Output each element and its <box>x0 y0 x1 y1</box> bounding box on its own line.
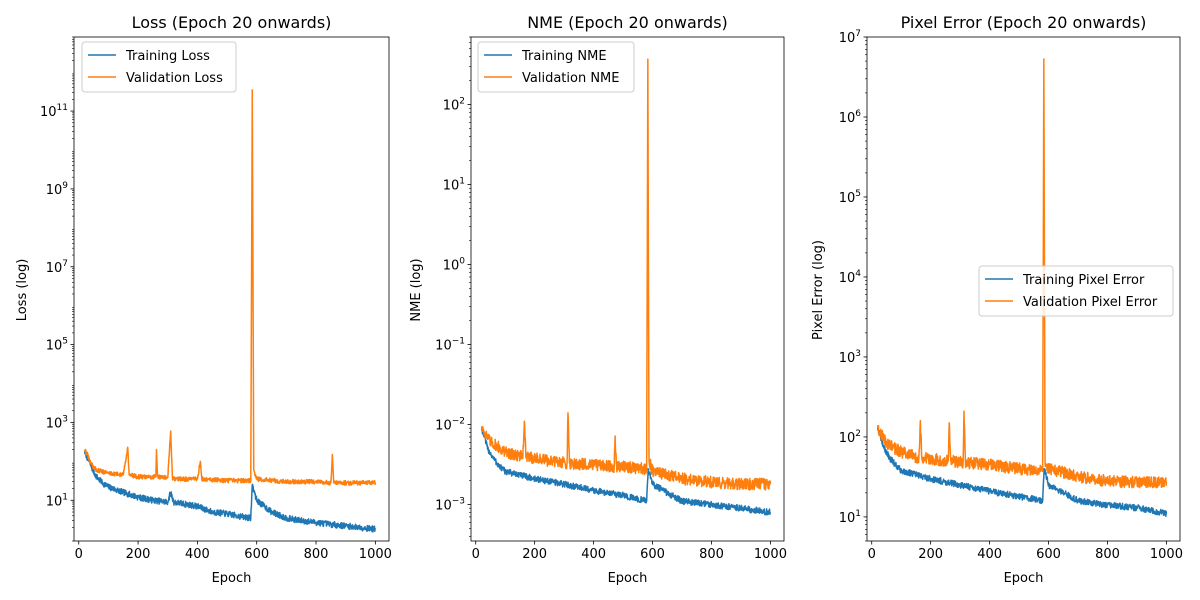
x-tick-label: 800 <box>699 547 724 562</box>
y-tick-label: 105 <box>839 189 861 206</box>
legend-label: Training Pixel Error <box>1022 273 1145 288</box>
y-tick-label: 109 <box>46 181 69 198</box>
x-tick-label: 600 <box>244 547 269 562</box>
legend-box <box>81 41 237 93</box>
y-tick-label: 102 <box>839 429 861 446</box>
x-tick-label: 0 <box>472 547 480 562</box>
x-tick-label: 200 <box>126 547 151 562</box>
y-tick-label: 1011 <box>40 103 68 120</box>
x-tick-label: 400 <box>185 547 210 562</box>
legend-label: Training Loss <box>125 49 210 64</box>
legend: Training Pixel Error Validation Pixel Err… <box>978 265 1174 317</box>
panel-pixel-error: Pixel Error (Epoch 20 onwards) Epoch Pix… <box>811 13 1183 586</box>
y-tick-label: 100 <box>443 257 466 274</box>
y-tick-label: 10−3 <box>435 497 465 514</box>
x-tick-label: 800 <box>1095 547 1120 562</box>
legend: Training Loss Validation Loss <box>81 41 237 93</box>
series-line-validation <box>480 58 772 491</box>
y-tick-label: 10−1 <box>435 337 465 354</box>
series-line-training <box>83 449 377 533</box>
legend-label: Validation Loss <box>126 71 223 86</box>
x-tick-label: 1000 <box>754 547 787 562</box>
y-tick-label: 101 <box>46 492 68 509</box>
chart-title: NME (Epoch 20 onwards) <box>527 13 728 32</box>
chart-title: Pixel Error (Epoch 20 onwards) <box>901 13 1147 32</box>
axes-frame <box>470 36 785 542</box>
panel-loss: Loss (Epoch 20 onwards) Epoch Loss (log)… <box>15 13 392 586</box>
series-line-training <box>480 427 772 516</box>
legend: Training NME Validation NME <box>477 41 635 93</box>
legend-label: Validation Pixel Error <box>1023 295 1158 310</box>
y-tick-label: 104 <box>839 269 862 286</box>
x-tick-label: 400 <box>581 547 606 562</box>
panel-nme: NME (Epoch 20 onwards) Epoch NME (log) 0… <box>409 13 787 586</box>
y-axis-label: Loss (log) <box>15 259 30 322</box>
x-axis-label: Epoch <box>608 571 648 586</box>
legend-box <box>477 41 635 93</box>
y-axis-label: NME (log) <box>409 258 424 321</box>
y-tick-label: 107 <box>46 259 68 276</box>
axes-frame <box>866 36 1181 542</box>
y-tick-label: 107 <box>839 29 861 46</box>
legend-label: Training NME <box>521 49 607 64</box>
series-line-validation <box>876 58 1168 489</box>
x-tick-label: 800 <box>304 547 329 562</box>
y-tick-label: 106 <box>839 109 862 126</box>
x-tick-label: 200 <box>918 547 943 562</box>
y-tick-label: 101 <box>839 509 861 526</box>
x-axis-label: Epoch <box>1004 571 1044 586</box>
x-axis-label: Epoch <box>212 571 252 586</box>
x-tick-label: 1000 <box>1150 547 1183 562</box>
series-line-validation <box>83 89 377 486</box>
x-tick-label: 1000 <box>359 547 392 562</box>
y-tick-label: 105 <box>46 337 68 354</box>
series-line-training <box>876 427 1168 517</box>
legend-label: Validation NME <box>522 71 619 86</box>
x-tick-label: 600 <box>1036 547 1061 562</box>
x-tick-label: 200 <box>522 547 547 562</box>
y-tick-label: 101 <box>443 177 465 194</box>
y-axis-label: Pixel Error (log) <box>811 240 826 340</box>
x-tick-label: 0 <box>75 547 83 562</box>
x-tick-label: 400 <box>977 547 1002 562</box>
x-tick-label: 0 <box>868 547 876 562</box>
y-tick-label: 102 <box>443 97 465 114</box>
axes-frame <box>73 36 390 542</box>
y-tick-label: 103 <box>46 414 68 431</box>
chart-title: Loss (Epoch 20 onwards) <box>132 13 332 32</box>
y-tick-label: 103 <box>839 349 861 366</box>
y-tick-label: 10−2 <box>435 417 465 434</box>
x-tick-label: 600 <box>640 547 665 562</box>
legend-box <box>978 265 1174 317</box>
